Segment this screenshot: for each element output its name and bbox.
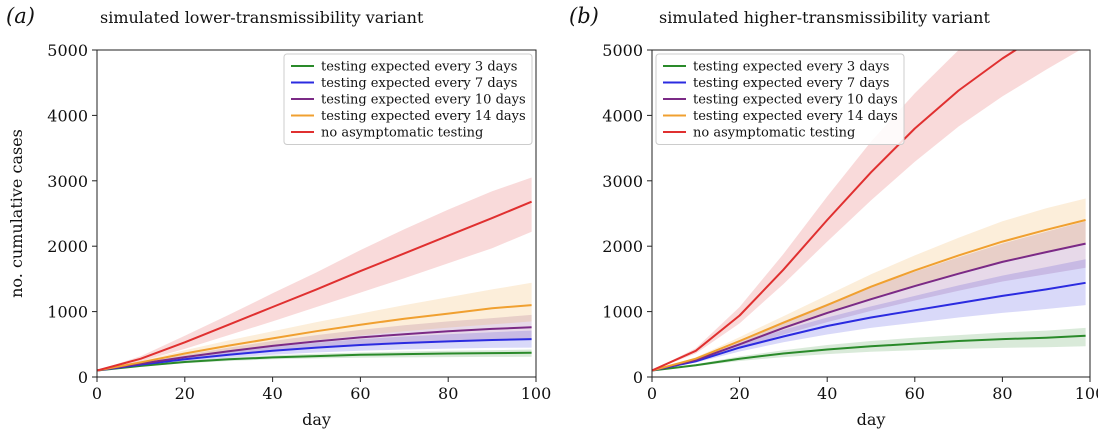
x-axis-label: day — [857, 410, 886, 429]
plot-area — [97, 177, 532, 372]
confidence-band — [97, 282, 532, 371]
x-tick-label: 80 — [438, 384, 458, 403]
x-tick-label: 0 — [92, 384, 102, 403]
y-tick-label: 4000 — [47, 106, 88, 125]
y-tick-label: 5000 — [602, 41, 643, 60]
y-tick-label: 5000 — [47, 41, 88, 60]
legend-box — [283, 53, 533, 145]
series-line — [652, 50, 1018, 372]
series-line — [652, 281, 1086, 372]
panel-a: (a) simulated lower-transmissibility var… — [6, 4, 552, 429]
confidence-band — [652, 198, 1086, 371]
y-tick-label: 1000 — [602, 303, 643, 322]
legend-entry: testing expected every 3 days — [321, 60, 517, 75]
axes-frame — [96, 49, 537, 378]
panel-label: (a) — [6, 4, 35, 28]
legend-entry: no asymptomatic testing — [321, 126, 483, 141]
chart-b: 020406080100010002000300040005000daytest… — [602, 41, 1098, 429]
series-line — [97, 338, 532, 372]
x-tick-label: 40 — [262, 384, 282, 403]
legend-entry: testing expected every 7 days — [321, 76, 517, 91]
legend-entry: no asymptomatic testing — [693, 126, 855, 141]
confidence-band — [652, 327, 1086, 371]
chart-title: simulated lower-transmissibility variant — [100, 8, 424, 27]
x-tick-label: 60 — [905, 384, 925, 403]
series-line — [97, 304, 532, 372]
legend-entry: testing expected every 3 days — [693, 60, 889, 75]
chart-title: simulated higher-transmissibility varian… — [659, 8, 990, 27]
x-tick-label: 60 — [350, 384, 370, 403]
x-tick-label: 100 — [521, 384, 552, 403]
y-axis-label: no. cumulative cases — [7, 129, 26, 298]
y-tick-label: 3000 — [47, 172, 88, 191]
y-tick-label: 2000 — [602, 237, 643, 256]
y-tick-label: 2000 — [47, 237, 88, 256]
legend-entry: testing expected every 7 days — [693, 76, 889, 91]
x-tick-label: 100 — [1075, 384, 1098, 403]
y-tick-label: 3000 — [602, 172, 643, 191]
x-tick-label: 0 — [647, 384, 657, 403]
legend-entry: testing expected every 10 days — [693, 93, 898, 108]
series-line — [652, 242, 1086, 372]
series-line — [97, 351, 532, 372]
x-tick-label: 20 — [729, 384, 749, 403]
y-tick-label: 4000 — [602, 106, 643, 125]
x-tick-label: 20 — [175, 384, 195, 403]
series-line — [97, 200, 532, 372]
y-tick-label: 0 — [633, 368, 643, 387]
chart-a: 0 20 40 60 80 100010002000300040005000dayno. … — [7, 41, 552, 429]
confidence-band — [652, 50, 1080, 371]
panel-label: (b) — [569, 4, 599, 28]
series-line — [652, 334, 1086, 372]
legend-entry: testing expected every 14 days — [321, 109, 526, 124]
series-line — [652, 219, 1086, 372]
confidence-band — [97, 330, 532, 371]
x-tick-label: 80 — [992, 384, 1012, 403]
axes-frame — [651, 49, 1091, 378]
y-tick-label: 0 — [78, 368, 88, 387]
x-axis-label: day — [302, 410, 331, 429]
panel-b: (b) simulated higher-transmissibility va… — [549, 0, 1098, 440]
y-tick-label: 1000 — [47, 303, 88, 322]
legend-box — [655, 53, 905, 145]
legend-entry: testing expected every 10 days — [321, 93, 526, 108]
x-tick-label: 40 — [817, 384, 837, 403]
legend-entry: testing expected every 14 days — [693, 109, 898, 124]
confidence-band — [97, 177, 532, 371]
plot-area — [652, 50, 1086, 372]
series-line — [97, 326, 532, 372]
